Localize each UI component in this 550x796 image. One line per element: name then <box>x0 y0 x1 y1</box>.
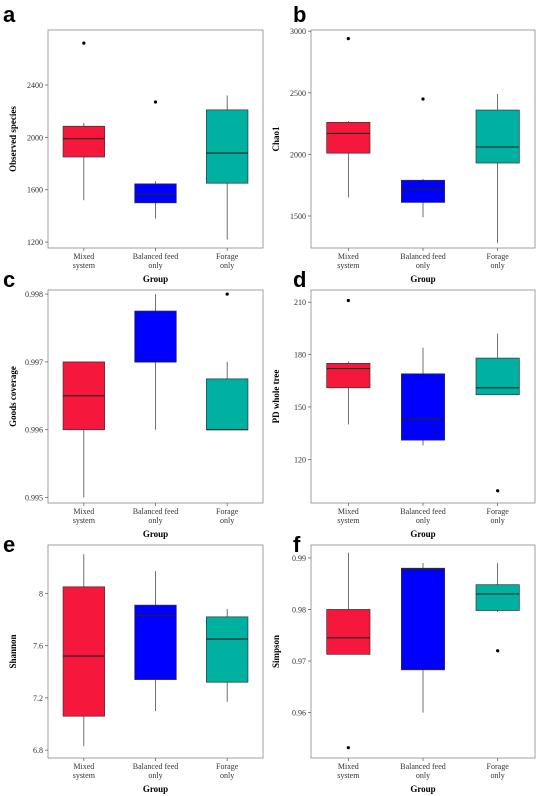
x-axis-label: Group <box>143 274 168 284</box>
y-tick-label: 2400 <box>27 81 43 90</box>
panel-c: c 0.995 0.996 0.997 0.998 Goods coverage Mixed… <box>3 267 264 539</box>
panel-label: f <box>293 532 301 557</box>
x-tick-label-forage-only: Forage only <box>216 762 239 780</box>
y-tick-label: 0.996 <box>25 426 43 435</box>
panel-b: b 1500 2000 2500 3000 Chao1 Mixed system Balance… <box>271 2 536 284</box>
y-tick-label: 0.997 <box>25 358 43 367</box>
outlier-point-forage-only <box>225 292 229 296</box>
y-tick-label: 8 <box>39 589 43 598</box>
y-tick-label: 0.99 <box>292 554 306 563</box>
outlier-point-balanced-feed-only <box>153 100 158 104</box>
box-forage-only <box>475 109 520 164</box>
y-tick-label: 0.98 <box>292 605 306 614</box>
x-tick-label-mixed-system: Mixed system <box>337 507 360 525</box>
box-forage-only <box>206 378 249 431</box>
outlier-point-forage-only <box>496 649 500 653</box>
y-tick-label: 3000 <box>290 27 306 36</box>
x-tick-label-balanced-feed-only: Balanced feed only <box>400 762 446 780</box>
y-tick-label: 0.995 <box>25 494 43 503</box>
panel-e: e 6.8 7.2 7.6 8 Shannon Mixed system Balanced fe… <box>3 532 264 794</box>
x-tick-label-balanced-feed-only: Balanced feed only <box>133 762 179 780</box>
x-tick-label-forage-only: Forage only <box>487 252 510 270</box>
y-axis-label: Simpson <box>271 635 281 668</box>
x-tick-label-balanced-feed-only: Balanced feed only <box>133 507 179 525</box>
y-axis-label: PD whole tree <box>271 370 281 424</box>
y-tick-label: 0.97 <box>292 657 306 666</box>
y-tick-label: 7.6 <box>33 642 43 651</box>
x-tick-label-balanced-feed-only: Balanced feed only <box>133 252 179 270</box>
outlier-point-forage-only <box>496 489 500 493</box>
y-axis-label: Goods coverage <box>8 366 18 427</box>
y-tick-label: 0.998 <box>25 290 43 299</box>
y-axis-label: Shannon <box>8 634 18 668</box>
box-balanced-feed-only <box>400 567 446 671</box>
x-axis-label: Group <box>410 529 435 539</box>
outlier-point-mixed-system <box>346 746 350 750</box>
panel-a: a 1200 1600 2000 2400 Observed species Mixed sy… <box>3 2 264 284</box>
box-balanced-feed-only <box>134 604 177 680</box>
y-tick-label: 0.96 <box>292 709 306 718</box>
x-axis-label: Group <box>410 784 435 794</box>
x-tick-label-mixed-system: Mixed system <box>73 507 96 525</box>
x-axis-label: Group <box>143 529 168 539</box>
x-tick-label-balanced-feed-only: Balanced feed only <box>400 507 446 525</box>
box-mixed-system <box>326 122 371 154</box>
box-balanced-feed-only <box>400 179 446 203</box>
x-tick-label-mixed-system: Mixed system <box>73 762 96 780</box>
outlier-point-balanced-feed-only <box>421 97 425 101</box>
box-forage-only <box>206 109 249 184</box>
box-mixed-system <box>62 125 105 158</box>
panel-f: f 0.96 0.97 0.98 0.99 Simpson Mixed system Balan… <box>271 532 536 794</box>
x-tick-label-mixed-system: Mixed system <box>337 762 360 780</box>
x-axis-label: Group <box>143 784 168 794</box>
outlier-point-mixed-system <box>346 298 350 303</box>
y-tick-label: 210 <box>294 298 306 307</box>
box-balanced-feed-only <box>400 373 446 441</box>
y-tick-label: 1200 <box>27 238 43 247</box>
y-tick-label: 1500 <box>290 212 306 221</box>
box-forage-only <box>206 616 249 683</box>
box-forage-only <box>475 584 520 611</box>
y-tick-label: 150 <box>294 403 306 412</box>
box-mixed-system <box>326 609 371 655</box>
box-mixed-system <box>326 362 371 389</box>
box-balanced-feed-only <box>134 310 177 363</box>
x-axis-label: Group <box>410 274 435 284</box>
outlier-point-mixed-system <box>346 37 350 41</box>
y-tick-label: 7.2 <box>33 694 43 703</box>
x-tick-label-mixed-system: Mixed system <box>337 252 360 270</box>
x-tick-label-forage-only: Forage only <box>487 507 510 525</box>
x-tick-label-balanced-feed-only: Balanced feed only <box>400 252 446 270</box>
x-tick-label-forage-only: Forage only <box>216 507 239 525</box>
y-axis-label: Chao1 <box>271 126 281 152</box>
y-axis-label: Observed species <box>8 106 18 172</box>
outlier-point-mixed-system <box>82 41 86 45</box>
panel-label: d <box>293 267 306 292</box>
box-balanced-feed-only <box>134 183 177 204</box>
y-tick-label: 2000 <box>290 150 306 159</box>
x-tick-label-forage-only: Forage only <box>487 762 510 780</box>
y-tick-label: 180 <box>294 351 306 360</box>
panel-label: a <box>3 2 16 27</box>
panel-label: b <box>293 2 306 27</box>
panel-label: e <box>3 532 15 557</box>
y-tick-label: 2500 <box>290 89 306 98</box>
x-tick-label-forage-only: Forage only <box>216 252 239 270</box>
box-forage-only <box>475 357 520 396</box>
panel-d: d 120 150 180 210 PD whole tree Mixed system Bal… <box>271 267 536 539</box>
x-tick-label-mixed-system: Mixed system <box>73 252 96 270</box>
box-mixed-system <box>62 586 105 717</box>
y-tick-label: 1600 <box>27 186 43 195</box>
y-tick-label: 2000 <box>27 133 43 142</box>
panel-label: c <box>3 267 15 292</box>
y-tick-label: 6.8 <box>33 746 43 755</box>
y-tick-label: 120 <box>294 455 306 464</box>
